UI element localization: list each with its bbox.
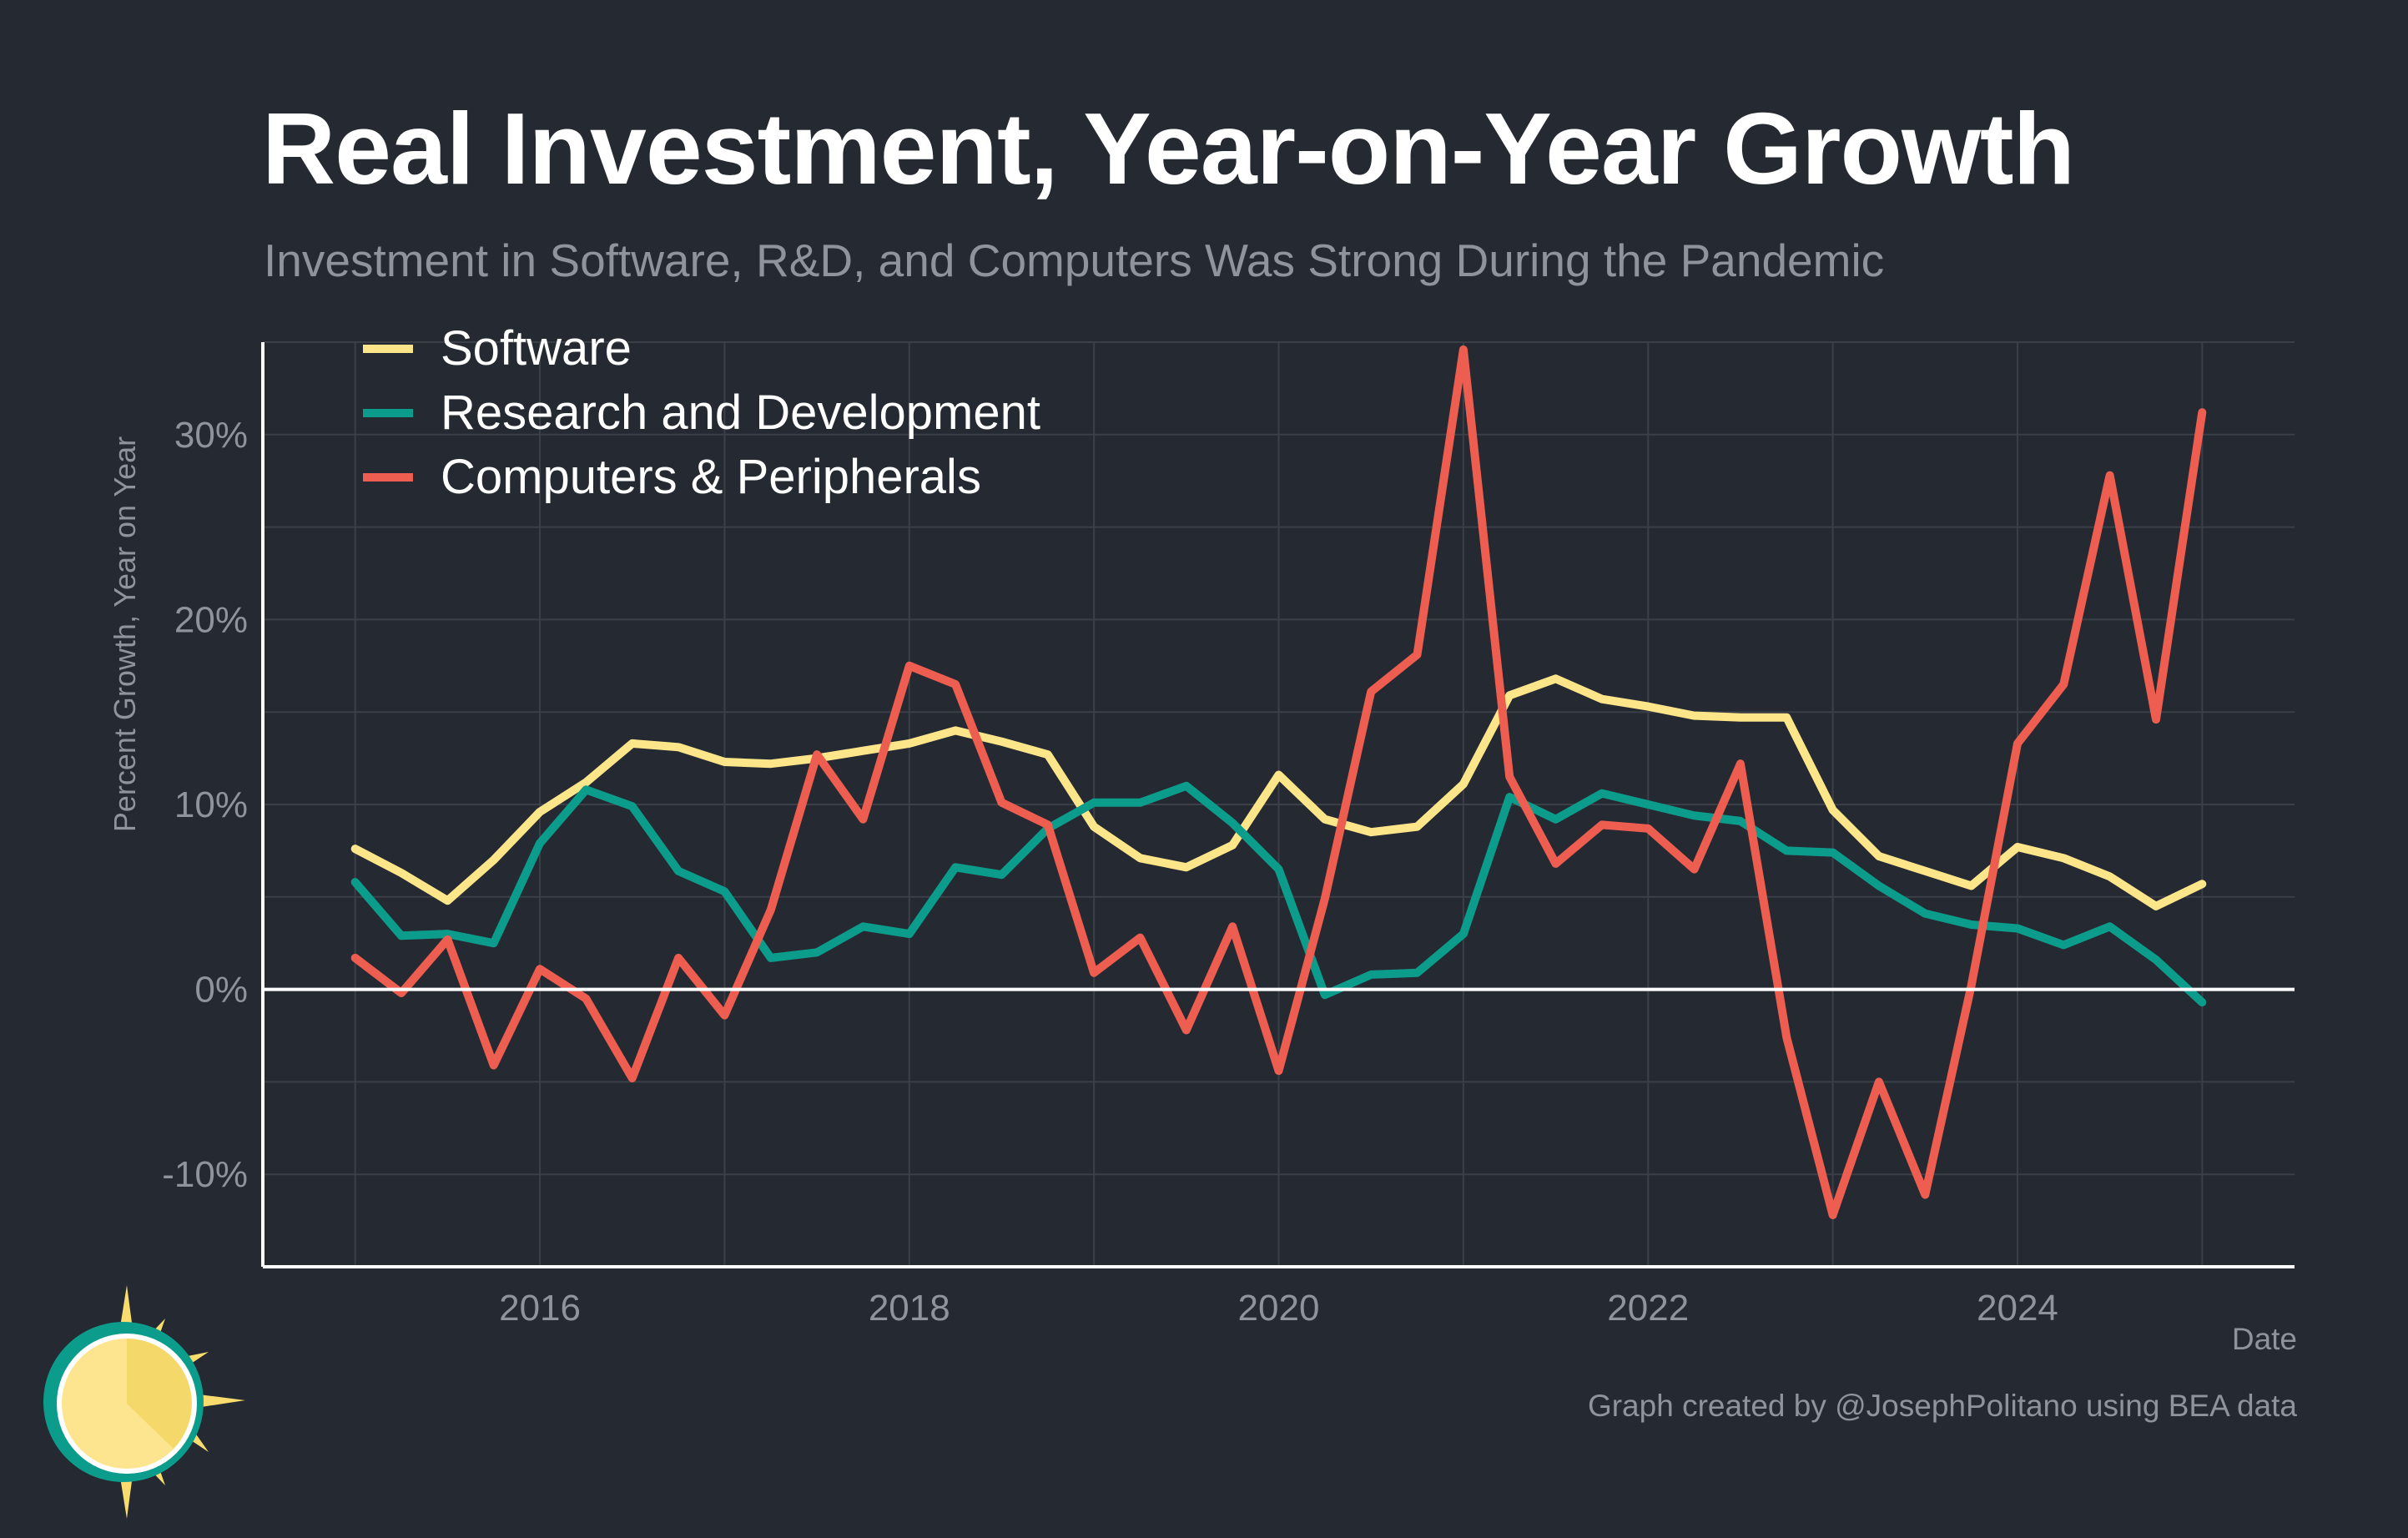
chart-title: Real Investment, Year-on-Year Growth (262, 92, 2075, 205)
legend-label: Software (441, 321, 632, 376)
x-tick-label: 2024 (1977, 1288, 2058, 1329)
x-axis-label: Date (2231, 1322, 2297, 1356)
legend-label: Research and Development (441, 386, 1040, 440)
series-line (350, 781, 2207, 1007)
y-tick-label: 10% (174, 784, 248, 825)
y-axis-label: Percent Growth, Year on Year (108, 436, 142, 832)
y-tick-label: -10% (162, 1154, 248, 1195)
x-tick-label: 2020 (1238, 1288, 1320, 1329)
x-tick-label: 2016 (499, 1288, 581, 1329)
y-tick-label: 0% (194, 970, 248, 1011)
sun-logo-icon (43, 1285, 245, 1519)
legend: Software Research and Development Computer… (363, 321, 1040, 504)
tick-labels: -10% 0% 10% 20% 30% 2016 2018 2020 2022 2024 (162, 415, 2058, 1329)
y-tick-label: 20% (174, 599, 248, 640)
y-tick-label: 30% (174, 415, 248, 456)
series-lines (350, 345, 2207, 1219)
series-line (350, 674, 2207, 910)
legend-label: Computers & Peripherals (441, 450, 981, 504)
chart-subtitle: Investment in Software, R&D, and Compute… (264, 234, 1885, 286)
x-tick-label: 2018 (869, 1288, 950, 1329)
series-line (350, 345, 2207, 1219)
axes (261, 342, 2295, 1268)
credit-text: Graph created by @JosephPolitano using B… (1587, 1389, 2297, 1423)
x-tick-label: 2022 (1607, 1288, 1689, 1329)
